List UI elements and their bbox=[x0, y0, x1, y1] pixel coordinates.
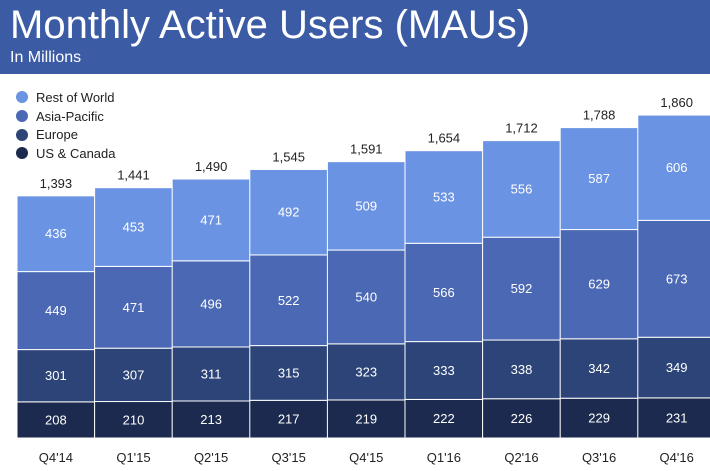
x-tick-label-q1-16: Q1'16 bbox=[427, 450, 461, 465]
legend-label-europe: Europe bbox=[36, 127, 78, 143]
x-tick-label-q1-15: Q1'15 bbox=[116, 450, 150, 465]
bar-segment-rest-of-world-q4-14 bbox=[16, 195, 96, 273]
bar-value-label-us-canada-q2-16: 226 bbox=[511, 411, 533, 426]
bar-segment-europe-q4-15 bbox=[326, 343, 406, 401]
bar-segment-europe-q3-16 bbox=[559, 338, 639, 399]
bar-value-label-asia-pacific-q3-16: 629 bbox=[588, 277, 610, 292]
x-tick-label-q3-16: Q3'16 bbox=[582, 450, 616, 465]
bar-value-label-europe-q1-15: 307 bbox=[123, 367, 145, 382]
bar-value-label-rest-of-world-q2-15: 471 bbox=[200, 212, 222, 227]
bar-value-label-us-canada-q4-14: 208 bbox=[45, 412, 67, 427]
bar-segment-europe-q4-16 bbox=[637, 336, 710, 399]
bar-value-label-us-canada-q4-15: 219 bbox=[355, 411, 377, 426]
bar-segment-us-canada-q4-15 bbox=[326, 399, 406, 439]
bar-value-label-rest-of-world-q1-16: 533 bbox=[433, 189, 455, 204]
bar-value-label-europe-q4-15: 323 bbox=[355, 364, 377, 379]
bar-value-label-rest-of-world-q1-15: 453 bbox=[123, 220, 145, 235]
legend-swatch-us-canada bbox=[16, 147, 28, 160]
legend-swatch-asia-pacific bbox=[16, 110, 28, 123]
bar-value-label-europe-q4-16: 349 bbox=[666, 360, 688, 375]
bar-value-label-europe-q3-15: 315 bbox=[278, 365, 300, 380]
bar-total-label-q4-16: 1,860 bbox=[660, 95, 693, 110]
bar-segment-rest-of-world-q4-16 bbox=[637, 114, 710, 221]
legend-item-rest-of-world: Rest of World bbox=[16, 88, 116, 107]
bar-value-label-us-canada-q1-16: 222 bbox=[433, 411, 455, 426]
bar-segment-us-canada-q1-15 bbox=[94, 401, 173, 439]
x-tick-label-q2-16: Q2'16 bbox=[504, 450, 538, 465]
chart-subtitle: In Millions bbox=[10, 49, 82, 66]
legend-swatch-europe bbox=[16, 128, 28, 141]
x-tick-label-q4-15: Q4'15 bbox=[349, 450, 383, 465]
bar-value-label-rest-of-world-q4-16: 606 bbox=[666, 160, 688, 175]
bar-value-label-rest-of-world-q3-15: 492 bbox=[278, 205, 300, 220]
bar-value-label-us-canada-q3-15: 217 bbox=[278, 412, 300, 427]
bar-segment-asia-pacific-q1-16 bbox=[404, 242, 484, 343]
bar-segment-europe-q2-15 bbox=[171, 346, 251, 402]
bar-segment-us-canada-q2-15 bbox=[171, 400, 251, 439]
bar-segment-rest-of-world-q1-16 bbox=[404, 150, 484, 244]
x-tick-label-q4-16: Q4'16 bbox=[660, 450, 694, 465]
bar-segment-asia-pacific-q3-15 bbox=[249, 254, 329, 347]
legend-item-us-canada: US & Canada bbox=[16, 144, 116, 163]
bar-value-label-asia-pacific-q2-16: 592 bbox=[511, 281, 533, 296]
bar-segment-rest-of-world-q1-15 bbox=[94, 187, 173, 267]
bar-value-label-asia-pacific-q4-14: 449 bbox=[45, 303, 67, 318]
bar-segment-asia-pacific-q4-15 bbox=[326, 249, 406, 345]
bar-segment-rest-of-world-q3-15 bbox=[249, 168, 329, 256]
chart-header: Monthly Active Users (MAUs) In Millions bbox=[0, 0, 710, 74]
bar-segment-rest-of-world-q3-16 bbox=[559, 127, 639, 231]
x-tick-label-q3-15: Q3'15 bbox=[272, 450, 306, 465]
bar-value-label-asia-pacific-q1-16: 566 bbox=[433, 285, 455, 300]
bar-value-label-rest-of-world-q4-14: 436 bbox=[45, 226, 67, 241]
bar-segment-us-canada-q1-16 bbox=[404, 398, 484, 439]
bar-segment-rest-of-world-q2-16 bbox=[482, 140, 561, 238]
bar-total-label-q4-14: 1,393 bbox=[40, 176, 73, 191]
bar-total-label-q3-15: 1,545 bbox=[272, 149, 305, 164]
legend-swatch-rest-of-world bbox=[16, 91, 28, 104]
bar-total-label-q3-16: 1,788 bbox=[583, 108, 616, 123]
x-tick-label-q2-15: Q2'15 bbox=[194, 450, 228, 465]
bar-value-label-europe-q1-16: 333 bbox=[433, 363, 455, 378]
bar-segment-rest-of-world-q2-15 bbox=[171, 178, 251, 262]
bar-segment-asia-pacific-q2-16 bbox=[482, 236, 561, 341]
bar-segment-us-canada-q2-16 bbox=[482, 398, 561, 439]
bar-segment-rest-of-world-q4-15 bbox=[326, 161, 406, 251]
bar-segment-europe-q1-16 bbox=[404, 341, 484, 400]
bar-value-label-asia-pacific-q3-15: 522 bbox=[278, 293, 300, 308]
bar-value-label-europe-q3-16: 342 bbox=[588, 361, 610, 376]
bar-segment-europe-q1-15 bbox=[94, 347, 173, 403]
bar-value-label-us-canada-q2-15: 213 bbox=[200, 412, 222, 427]
x-tick-label-q4-14: Q4'14 bbox=[39, 450, 73, 465]
legend-label-asia-pacific: Asia-Pacific bbox=[36, 108, 104, 124]
legend-item-asia-pacific: Asia-Pacific bbox=[16, 107, 116, 126]
bar-value-label-rest-of-world-q4-15: 509 bbox=[355, 198, 377, 213]
bar-segment-europe-q3-15 bbox=[249, 345, 329, 401]
bar-total-label-q2-15: 1,490 bbox=[195, 159, 228, 174]
bar-total-label-q1-15: 1,441 bbox=[117, 168, 150, 183]
bar-value-label-europe-q4-14: 301 bbox=[45, 368, 67, 383]
bar-segment-europe-q2-16 bbox=[482, 339, 561, 400]
bar-value-label-rest-of-world-q3-16: 587 bbox=[588, 171, 610, 186]
bar-value-label-europe-q2-16: 338 bbox=[511, 362, 533, 377]
legend-label-rest-of-world: Rest of World bbox=[36, 89, 115, 105]
bar-value-label-rest-of-world-q2-16: 556 bbox=[511, 181, 533, 196]
chart-legend: Rest of World Asia-Pacific Europe US & C… bbox=[16, 88, 116, 163]
bar-value-label-asia-pacific-q4-16: 673 bbox=[666, 271, 688, 286]
bar-total-label-q2-16: 1,712 bbox=[505, 121, 538, 136]
bar-value-label-us-canada-q1-15: 210 bbox=[123, 412, 145, 427]
bar-segment-asia-pacific-q3-16 bbox=[559, 229, 639, 340]
bar-value-label-us-canada-q4-16: 231 bbox=[666, 410, 688, 425]
legend-label-us-canada: US & Canada bbox=[36, 145, 116, 161]
bar-value-label-us-canada-q3-16: 229 bbox=[588, 411, 610, 426]
bar-value-label-asia-pacific-q2-15: 496 bbox=[200, 296, 222, 311]
bar-total-label-q1-16: 1,654 bbox=[428, 131, 461, 146]
bar-value-label-asia-pacific-q1-15: 471 bbox=[123, 300, 145, 315]
legend-item-europe: Europe bbox=[16, 125, 116, 144]
bar-value-label-europe-q2-15: 311 bbox=[201, 366, 222, 381]
bar-value-label-asia-pacific-q4-15: 540 bbox=[355, 289, 377, 304]
bar-segment-asia-pacific-q4-16 bbox=[637, 219, 710, 338]
chart-title: Monthly Active Users (MAUs) bbox=[10, 3, 531, 47]
bar-total-label-q4-15: 1,591 bbox=[350, 142, 383, 157]
